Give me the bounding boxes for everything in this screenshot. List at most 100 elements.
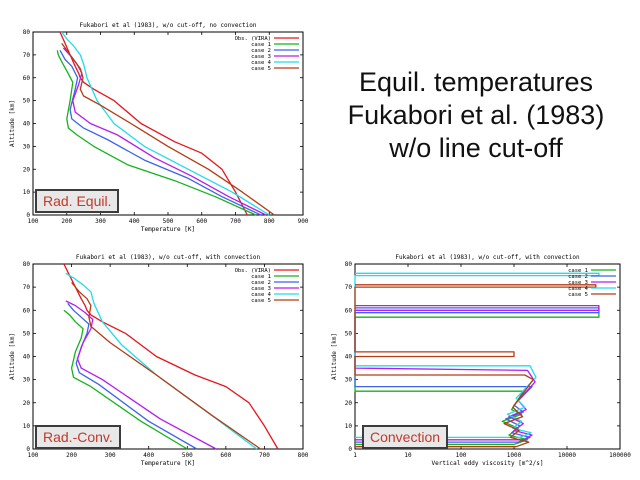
chart-radiative-equilibrium: Fukabori et al (1983), w/o cut-off, no c…	[9, 22, 309, 233]
x-axis-label: Vertical eddy viscosity [m^2/s]	[432, 460, 544, 467]
y-tick-label: 80	[23, 261, 31, 268]
legend-label: case 3	[568, 280, 588, 286]
x-axis-label: Temperature [K]	[141, 460, 195, 467]
y-tick-label: 60	[345, 307, 353, 314]
legend-label: case 3	[251, 286, 271, 292]
y-tick-label: 20	[23, 166, 31, 173]
x-tick-label: 500	[163, 218, 174, 225]
legend-label: case 1	[251, 274, 271, 280]
legend-label: Obs. (VIRA)	[235, 268, 271, 274]
x-tick-label: 100	[28, 218, 39, 225]
series-line-case-4	[354, 272, 600, 439]
y-axis-label: Altitude [km]	[9, 100, 16, 147]
series-line-case-1	[354, 311, 600, 446]
chart-title: Fukabori et al (1983), w/o cut-off, with…	[395, 254, 580, 261]
series-line-case-5	[354, 284, 597, 448]
slide-title: Equil. temperatures Fukabori et al. (198…	[318, 66, 634, 165]
y-tick-label: 80	[23, 29, 31, 36]
x-tick-label: 100	[456, 452, 467, 459]
y-tick-label: 50	[23, 98, 31, 105]
x-tick-label: 1000	[507, 452, 522, 459]
x-tick-label: 600	[220, 452, 231, 459]
legend-label: case 4	[568, 286, 589, 292]
title-line-3: w/o line cut-off	[389, 133, 563, 163]
legend-label: Obs. (VIRA)	[235, 36, 271, 42]
legend-label: case 1	[568, 268, 588, 274]
series-line-case-4	[61, 31, 270, 216]
x-tick-label: 800	[264, 218, 275, 225]
y-tick-label: 50	[345, 330, 353, 337]
series-line-case-3	[65, 300, 217, 450]
chart-convection-eddy-viscosity: Fukabori et al (1983), w/o cut-off, with…	[331, 254, 631, 467]
y-tick-label: 20	[23, 400, 31, 407]
y-tick-label: 60	[23, 75, 31, 82]
legend-label: case 5	[251, 66, 271, 72]
x-tick-label: 200	[61, 218, 72, 225]
series-line-case-5	[61, 43, 275, 216]
y-tick-label: 0	[26, 212, 30, 219]
x-tick-label: 1	[353, 452, 357, 459]
y-tick-label: 40	[23, 354, 31, 361]
y-tick-label: 30	[23, 377, 31, 384]
y-tick-label: 0	[26, 446, 30, 453]
badge-rad-conv: Rad.-Conv.	[35, 425, 121, 449]
x-tick-label: 100	[28, 452, 39, 459]
badge-convection: Convection	[362, 425, 449, 449]
y-tick-label: 40	[23, 121, 31, 128]
x-tick-label: 700	[259, 452, 270, 459]
y-tick-label: 30	[23, 143, 31, 150]
x-tick-label: 200	[66, 452, 77, 459]
chart-title: Fukabori et al (1983), w/o cut-off, with…	[76, 254, 261, 261]
x-tick-label: 10	[404, 452, 412, 459]
series-line-case-5	[71, 282, 261, 450]
x-tick-label: 400	[129, 218, 140, 225]
x-tick-label: 600	[196, 218, 207, 225]
series-line-case-1	[63, 309, 188, 450]
series-line-obs-vira-	[59, 31, 248, 216]
badge-rad-equil: Rad. Equil.	[35, 189, 120, 213]
y-tick-label: 10	[345, 423, 353, 430]
x-axis-label: Temperature [K]	[141, 226, 195, 233]
x-tick-label: 800	[298, 452, 309, 459]
legend-label: case 4	[251, 292, 272, 298]
x-tick-label: 700	[230, 218, 241, 225]
y-axis-label: Altitude [km]	[331, 333, 338, 380]
chart-title: Fukabori et al (1983), w/o cut-off, no c…	[79, 22, 256, 29]
y-tick-label: 50	[23, 330, 31, 337]
y-tick-label: 10	[23, 189, 31, 196]
legend-label: case 4	[251, 60, 272, 66]
y-tick-label: 70	[345, 284, 353, 291]
x-tick-label: 10000	[558, 452, 576, 459]
series-line-case-4	[65, 272, 258, 450]
x-tick-label: 300	[105, 452, 116, 459]
y-axis-label: Altitude [km]	[9, 333, 16, 380]
y-tick-label: 70	[23, 284, 31, 291]
series-line-case-3	[354, 304, 600, 441]
series-line-case-2	[59, 49, 262, 216]
legend-label: case 2	[251, 48, 271, 54]
y-tick-label: 20	[345, 400, 353, 407]
y-tick-label: 30	[345, 377, 353, 384]
legend-label: case 5	[251, 298, 271, 304]
y-tick-label: 0	[348, 446, 352, 453]
x-tick-label: 400	[143, 452, 154, 459]
x-tick-label: 100000	[609, 452, 631, 459]
legend-label: case 2	[251, 280, 271, 286]
title-line-1: Equil. temperatures	[358, 67, 594, 97]
y-tick-label: 40	[345, 354, 353, 361]
title-line-2: Fukabori et al. (1983)	[347, 100, 605, 130]
legend-label: case 2	[568, 274, 588, 280]
legend-label: case 1	[251, 42, 271, 48]
series-line-obs-vira-	[63, 263, 279, 450]
y-tick-label: 10	[23, 423, 31, 430]
series-line-case-1	[56, 50, 257, 216]
x-tick-label: 500	[182, 452, 193, 459]
y-tick-label: 80	[345, 261, 353, 268]
chart-radiative-convective: Fukabori et al (1983), w/o cut-off, with…	[9, 254, 309, 467]
y-tick-label: 60	[23, 307, 31, 314]
legend-label: case 3	[251, 54, 271, 60]
legend-label: case 5	[568, 292, 588, 298]
x-tick-label: 900	[298, 218, 309, 225]
y-tick-label: 70	[23, 52, 31, 59]
x-tick-label: 300	[95, 218, 106, 225]
